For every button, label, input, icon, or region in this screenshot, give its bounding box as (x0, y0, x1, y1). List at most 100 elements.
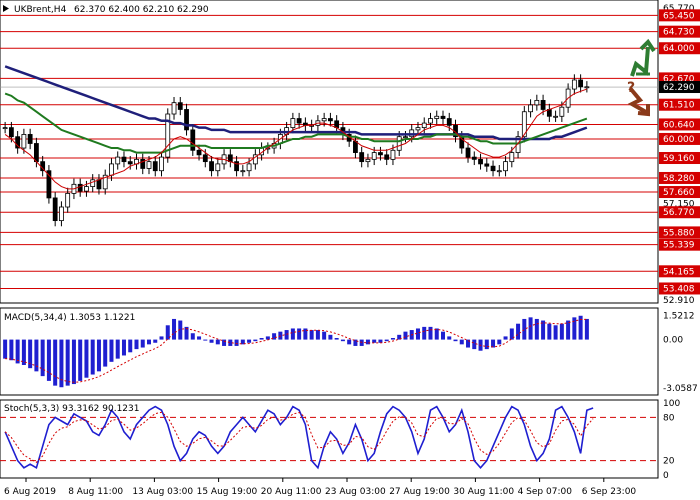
time-axis-label: 6 Aug 2019 (4, 487, 56, 497)
candle-body (27, 134, 33, 144)
candle-body (59, 206, 64, 222)
price-tag-label: 64.000 (663, 44, 695, 54)
price-panel[interactable] (0, 0, 659, 304)
candle-body (484, 163, 490, 167)
price-tag (659, 118, 700, 131)
macd-bar (466, 339, 471, 348)
macd-bar (503, 336, 508, 340)
macd-bar (528, 317, 533, 340)
candle-body (146, 161, 152, 169)
candle-body (21, 134, 27, 149)
price-tag (659, 206, 700, 219)
macd-bar (9, 339, 14, 361)
price-tag-label: 57.660 (663, 188, 695, 198)
price-tag-label: 59.160 (663, 154, 695, 164)
macd-bar (390, 338, 395, 340)
candle-body (403, 136, 408, 139)
macd-axis-label: 1.5212 (663, 311, 695, 321)
macd-bar (497, 339, 502, 345)
macd-bar (65, 339, 70, 386)
candle-body (509, 152, 515, 163)
macd-bar (28, 339, 33, 369)
macd-bar (447, 336, 452, 340)
candle-body (209, 161, 214, 172)
macd-label: MACD(5,34,4) 1.3053 1.1221 (4, 313, 135, 323)
candle-body (165, 113, 171, 158)
candle-body (471, 156, 477, 160)
candle-body (34, 143, 39, 163)
stoch-axis-label: 20 (663, 457, 675, 467)
candle-body (559, 106, 565, 117)
candle-body (465, 147, 471, 158)
time-axis-label: 15 Aug 19:00 (197, 487, 258, 497)
forecast-down-arrow-icon: ? (627, 80, 650, 117)
candle-body (490, 165, 496, 172)
candle-body (540, 99, 546, 110)
macd-bar (197, 336, 202, 340)
candle-body (252, 154, 258, 165)
price-axis-label: 65.770 (663, 4, 695, 14)
macd-bar (378, 339, 383, 343)
macd-bar (453, 339, 458, 342)
macd-bar (115, 339, 120, 359)
macd-bar (441, 331, 445, 340)
macd-bar (322, 331, 327, 340)
candle-body (127, 161, 133, 165)
time-axis-label: 20 Aug 11:00 (261, 487, 322, 497)
macd-bar (128, 339, 133, 353)
macd-bar (172, 318, 177, 340)
macd-bar (153, 339, 158, 343)
candle-body (428, 118, 433, 124)
macd-bar (203, 339, 208, 341)
macd-bar (215, 339, 220, 345)
macd-bar (209, 339, 214, 343)
macd-bar (384, 339, 389, 342)
macd-bar (121, 339, 126, 356)
candle-body (171, 102, 177, 115)
macd-bar (165, 325, 170, 340)
time-axis-label: 13 Aug 03:00 (132, 487, 193, 497)
candle-body (121, 156, 127, 163)
candle-body (434, 115, 440, 119)
candle-body (371, 152, 377, 160)
price-tag-label: 60.640 (663, 120, 695, 130)
candle-body (446, 118, 452, 126)
candle-body (184, 109, 189, 131)
price-axis-label: 52.910 (663, 296, 695, 306)
price-candles (2, 74, 590, 227)
candle-body (177, 102, 183, 110)
macd-bar (184, 326, 189, 340)
time-axis-label: 8 Aug 11:00 (68, 487, 123, 497)
price-tag-label: 65.450 (663, 11, 695, 21)
macd-bar (334, 338, 339, 340)
candle-body (52, 197, 58, 222)
candle-body (2, 127, 8, 130)
time-axis-label: 30 Aug 11:00 (453, 487, 514, 497)
chart-header-ohlc: 62.370 62.400 62.210 62.290 (74, 5, 209, 15)
macd-bar (422, 326, 427, 340)
macd-bar (365, 339, 370, 345)
macd-bar (303, 328, 308, 340)
ma-fast-line (4, 88, 588, 190)
price-tag (659, 132, 700, 145)
candle-body (102, 174, 108, 190)
macd-bar (297, 328, 302, 340)
macd-bar (403, 331, 408, 340)
macd-bar (534, 318, 539, 340)
macd-bar (228, 339, 233, 346)
macd-bar (147, 339, 151, 345)
macd-bar (309, 330, 314, 340)
macd-bar (259, 338, 264, 340)
macd-bar (34, 339, 39, 372)
price-tag-label: 56.770 (663, 208, 695, 218)
candle-body (321, 118, 327, 122)
candle-body (496, 170, 502, 173)
macd-signal-line (5, 318, 587, 383)
candle-body (234, 161, 239, 172)
candle-body (240, 170, 246, 173)
stoch-axis-label: 80 (663, 413, 675, 423)
macd-bar (46, 339, 51, 381)
candle-body (90, 179, 96, 187)
